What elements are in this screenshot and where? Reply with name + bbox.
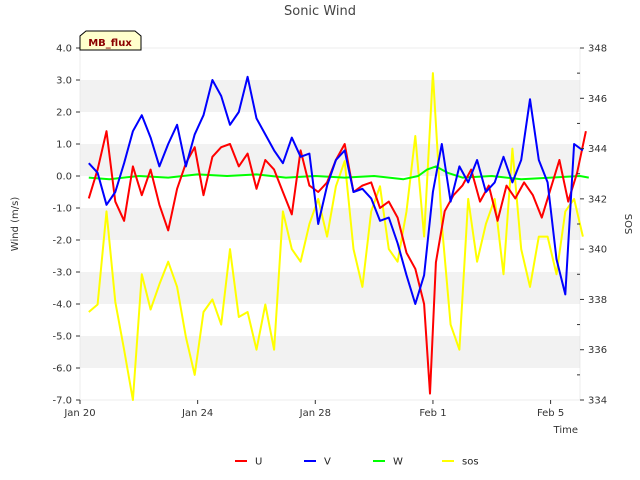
x-axis-label: Time	[553, 425, 578, 436]
left-tick-label: -4.0	[52, 300, 72, 311]
series-layer	[87, 72, 589, 401]
legend-label-u: U	[255, 457, 262, 468]
x-tick-label: Jan 20	[63, 408, 95, 419]
badge-shape	[79, 30, 142, 51]
left-tick-label: 1.0	[56, 140, 72, 151]
left-tick-label: 2.0	[56, 108, 72, 119]
grid-band	[80, 272, 580, 304]
left-y-axis: 4.0 3.0 2.0 1.0 0.0 -1.0 -2.0 -3.0 -4.0 -5.0 -6.0 -…	[52, 44, 80, 407]
left-tick-label: -1.0	[52, 204, 72, 215]
series-line-w	[88, 165, 589, 181]
chart-title: Sonic Wind	[284, 4, 356, 19]
right-tick-label: 348	[588, 44, 607, 55]
left-tick-label: -5.0	[52, 332, 72, 343]
left-tick-label: -7.0	[52, 396, 72, 407]
x-tick-label: Jan 24	[181, 408, 213, 419]
x-tick-label: Jan 28	[299, 408, 331, 419]
left-tick-label: -2.0	[52, 236, 72, 247]
right-axis-label: SOS	[622, 214, 633, 235]
grid-bands	[80, 80, 580, 368]
legend-label-sos: sos	[462, 457, 479, 468]
x-tick-label: Feb 1	[419, 408, 446, 419]
right-tick-label: 338	[588, 295, 607, 306]
series-line-sos	[88, 72, 584, 401]
left-tick-label: 4.0	[56, 44, 72, 55]
x-tick-label: Feb 5	[537, 408, 564, 419]
left-tick-label: 3.0	[56, 76, 72, 87]
right-tick-label: 346	[588, 94, 607, 105]
right-y-axis: 348 346 344 342 340 338 336 334	[577, 44, 607, 407]
left-tick-label: -3.0	[52, 268, 72, 279]
series-line-v	[88, 75, 584, 305]
grid-band	[80, 144, 580, 176]
right-tick-label: 342	[588, 194, 607, 205]
grid-band	[80, 336, 580, 368]
left-tick-label: 0.0	[56, 172, 72, 183]
left-axis-label: Wind (m/s)	[10, 197, 21, 252]
legend-label-w: W	[393, 457, 403, 468]
right-tick-label: 334	[588, 396, 607, 407]
legend-label-v: V	[324, 457, 331, 468]
x-axis: Jan 20 Jan 24 Jan 28 Feb 1 Feb 5	[63, 400, 564, 419]
grid-band	[80, 80, 580, 112]
right-tick-label: 344	[588, 144, 607, 155]
series-line-u	[87, 130, 587, 395]
right-tick-label: 340	[588, 245, 607, 256]
left-tick-label: -6.0	[52, 364, 72, 375]
badge-label: MB_flux	[88, 38, 132, 49]
right-tick-label: 336	[588, 345, 607, 356]
mb-flux-badge: MB_flux	[79, 30, 142, 51]
